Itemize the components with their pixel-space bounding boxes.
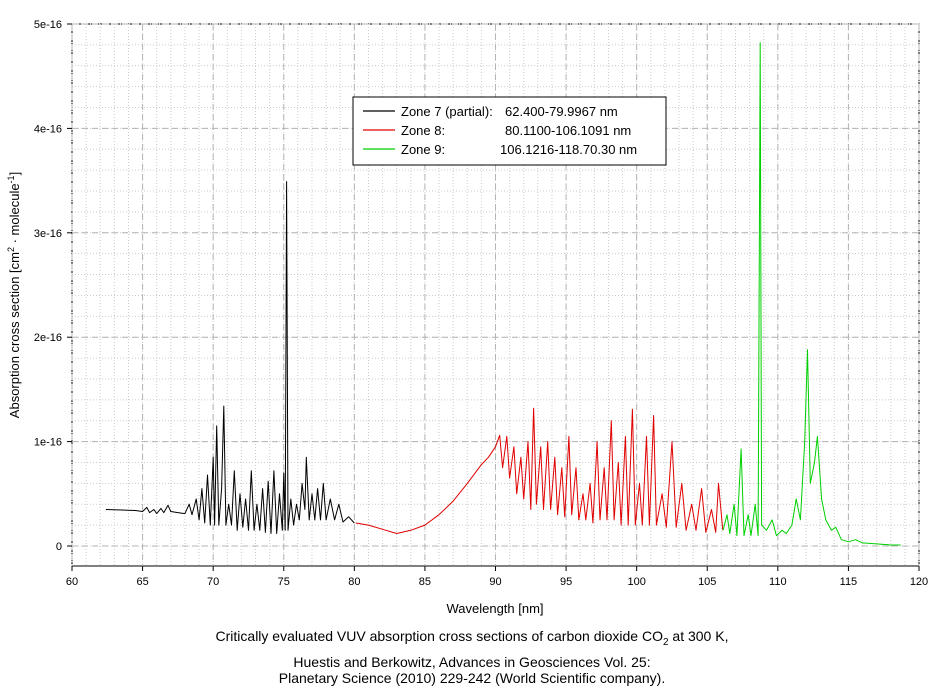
y-tick-label: 5e-16 [34, 19, 62, 31]
y-axis-label: Absorption cross section [cm2 · molecule… [6, 172, 22, 418]
y-axis-label-sup2: -1 [6, 175, 16, 183]
x-axis: 60 65 70 75 80 85 90 95 100 105 110 115 120 [66, 566, 928, 588]
series-lines [105, 42, 901, 546]
x-tick-label: 75 [278, 576, 290, 588]
major-grid [71, 23, 920, 566]
caption-line-3: Planetary Science (2010) 229-242 (World … [278, 670, 666, 686]
x-tick-label: 70 [207, 576, 219, 588]
x-tick-label: 80 [348, 576, 360, 588]
legend-label-zone9-name: Zone 9: [401, 142, 445, 157]
series-line-zone-7 [105, 181, 355, 534]
x-tick-label: 100 [627, 576, 645, 588]
x-tick-label: 85 [419, 576, 431, 588]
y-tick-label: 0 [56, 541, 62, 553]
y-axis: 0 1e-16 2e-16 3e-16 4e-16 5e-16 [34, 19, 72, 553]
caption-line-2: Huestis and Berkowitz, Advances in Geosc… [293, 654, 651, 670]
y-tick-label: 1e-16 [34, 437, 62, 449]
x-tick-label: 95 [560, 576, 572, 588]
caption-line-1-subscript: 2 [662, 636, 669, 648]
x-axis-label: Wavelength [nm] [446, 601, 543, 616]
legend-label-zone8-range: 80.1100-106.1091 nm [505, 123, 631, 138]
legend-label-zone7-name: Zone 7 (partial): [401, 104, 493, 119]
y-axis-label-end: ] [7, 172, 22, 176]
series-line-zone-8 [355, 407, 724, 534]
x-tick-label: 120 [910, 576, 928, 588]
legend-label-zone7-range: 62.400-79.9967 nm [505, 104, 618, 119]
y-tick-label: 4e-16 [34, 123, 62, 135]
y-axis-label-sup1: 2 [6, 247, 16, 252]
cross-section-chart: 60 65 70 75 80 85 90 95 100 105 110 115 120 0 1e-16 2e… [6, 19, 928, 616]
legend-label-zone8-name: Zone 8: [401, 123, 445, 138]
legend: Zone 7 (partial): 62.400-79.9967 nm Zone… [352, 96, 667, 166]
x-tick-label: 110 [769, 576, 787, 588]
x-tick-label: 115 [840, 576, 858, 588]
x-tick-label: 90 [489, 576, 501, 588]
y-tick-label: 2e-16 [34, 332, 62, 344]
y-axis-label-main: Absorption cross section [cm [7, 252, 22, 418]
y-axis-label-mid: · molecule [7, 183, 22, 247]
series-line-zone-9 [722, 42, 901, 546]
legend-box [352, 96, 667, 166]
legend-label-zone9-range: 106.1216-118.70.30 nm [500, 142, 637, 157]
x-tick-label: 65 [136, 576, 148, 588]
x-tick-label: 60 [66, 576, 78, 588]
caption-line-1: Critically evaluated VUV absorption cros… [0, 628, 944, 648]
x-tick-label: 105 [698, 576, 716, 588]
y-tick-label: 3e-16 [34, 228, 62, 240]
caption-line-1-tail: at 300 K, [668, 628, 729, 644]
caption-line-1-text: Critically evaluated VUV absorption cros… [215, 628, 663, 644]
